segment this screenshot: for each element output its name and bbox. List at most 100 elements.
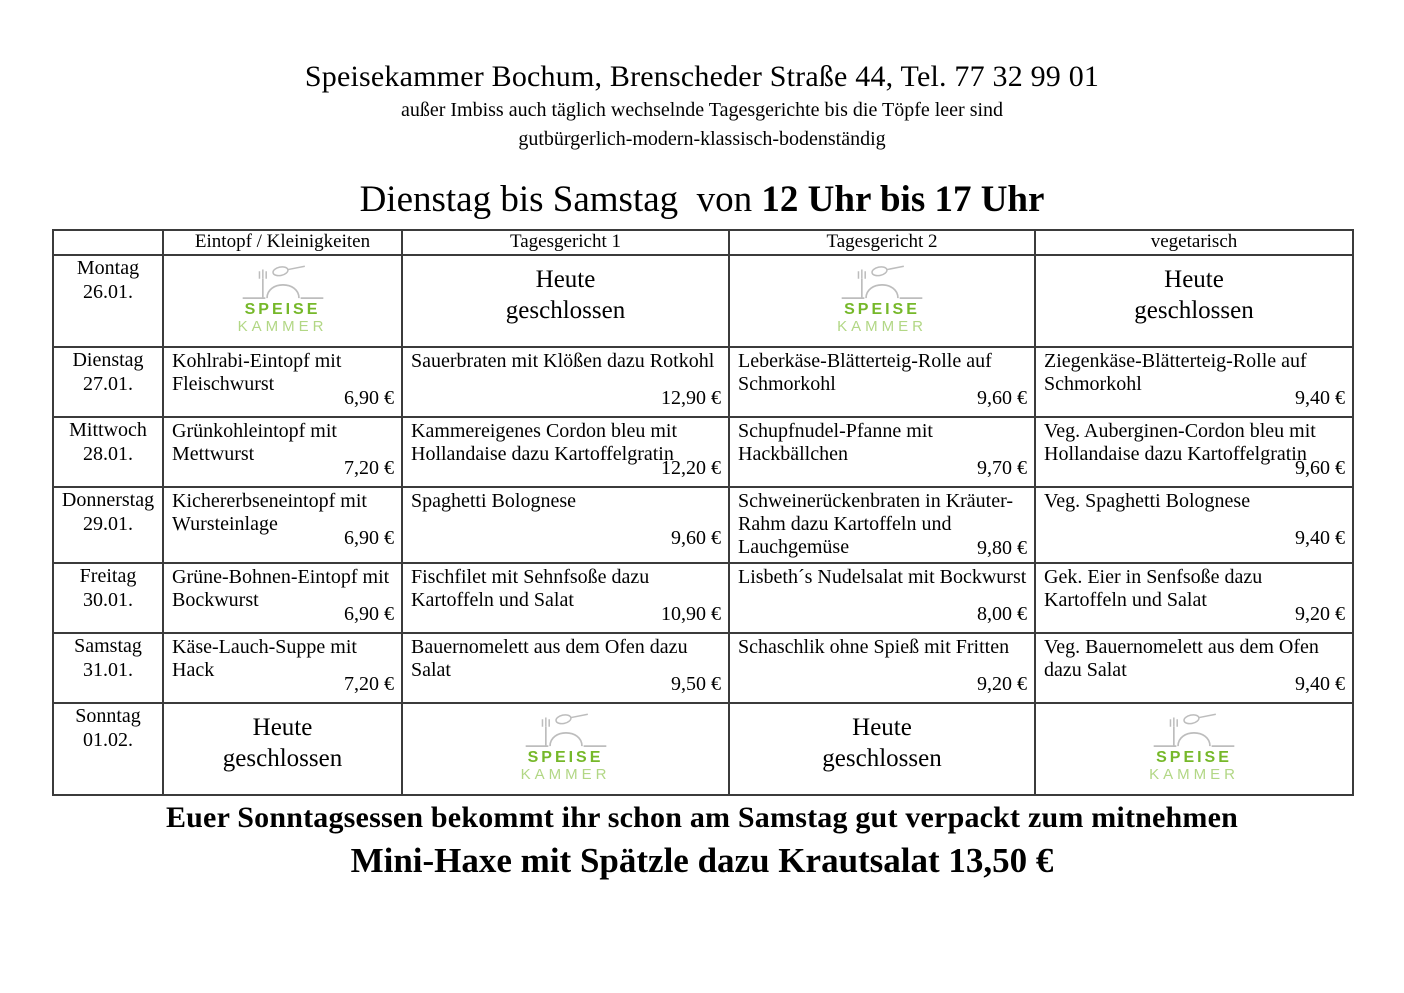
fork-cloche-spoon-icon [1153, 713, 1235, 747]
day-date: 30.01. [83, 589, 133, 611]
column-header-day [52, 229, 164, 256]
day-name: Montag [76, 257, 140, 279]
fork-cloche-spoon-icon [841, 265, 923, 299]
header-subtitle-2: gutbürgerlich-modern-klassisch-bodenstän… [518, 128, 886, 150]
dish-text: Fischfilet mit Sehnfsoße dazu Kartoffeln… [411, 566, 650, 611]
dish-text: Schweinerückenbraten in Kräuter-Rahm daz… [738, 490, 1014, 558]
speisekammer-logo: SPEISE KAMMER [1142, 710, 1246, 782]
logo-cell: SPEISE KAMMER [1034, 702, 1354, 796]
column-header-tagesgericht-1: Tagesgericht 1 [401, 229, 730, 256]
opening-hours-times: 12 Uhr bis 17 Uhr [761, 179, 1045, 220]
dish-text: Bauernomelett aus dem Ofen dazu Salat [411, 636, 688, 681]
dish-cell: Kammereigenes Cordon bleu mit Hollandais… [401, 416, 730, 488]
sunday-dish-offer: Mini-Haxe mit Spätzle dazu Krautsalat 13… [350, 841, 1054, 880]
dish-cell: Lisbeth´s Nudelsalat mit Bockwurst 8,00 € [728, 562, 1036, 634]
menu-row-montag: Montag 26.01. SPEISE KAMMER Heute geschlos… [52, 254, 1354, 348]
speisekammer-logo: SPEISE KAMMER [830, 262, 934, 334]
dish-cell: Leberkäse-Blätterteig-Rolle auf Schmorko… [728, 346, 1036, 418]
header-subtitle-1: außer Imbiss auch täglich wechselnde Tag… [400, 99, 1004, 121]
day-cell: Montag 26.01. [52, 254, 164, 348]
dish-cell: Käse-Lauch-Suppe mit Hack 7,20 € [162, 632, 403, 704]
day-cell: Donnerstag 29.01. [52, 486, 164, 564]
menu-page: Speisekammer Bochum, Brenscheder Straße … [52, 0, 1354, 881]
dish-price: 6,90 € [344, 527, 394, 549]
logo-text-kammer: KAMMER [237, 318, 328, 335]
closed-cell: Heute geschlossen [162, 702, 403, 796]
dish-text: Veg. Bauernomelett aus dem Ofen dazu Sal… [1044, 636, 1319, 681]
dish-text: Grünkohleintopf mit Mettwurst [172, 420, 337, 465]
dish-cell: Veg. Auberginen-Cordon bleu mit Hollanda… [1034, 416, 1354, 488]
logo-cell: SPEISE KAMMER [401, 702, 730, 796]
dish-cell: Kohlrabi-Eintopf mit Fleischwurst 6,90 € [162, 346, 403, 418]
day-cell: Dienstag 27.01. [52, 346, 164, 418]
closed-text: Heute geschlossen [822, 714, 942, 772]
menu-header-row: Eintopf / Kleinigkeiten Tagesgericht 1 T… [52, 229, 1354, 256]
dish-price: 9,60 € [671, 527, 721, 549]
page-footer: Euer Sonntagsessen bekommt ihr schon am … [52, 801, 1352, 881]
closed-text: Heute geschlossen [505, 266, 626, 324]
logo-text-kammer: KAMMER [520, 766, 611, 783]
dish-price: 9,40 € [1295, 527, 1345, 549]
restaurant-title: Speisekammer Bochum, Brenscheder Straße … [304, 60, 1100, 93]
dish-cell: Bauernomelett aus dem Ofen dazu Salat 9,5… [401, 632, 730, 704]
dish-cell: Veg. Spaghetti Bolognese 9,40 € [1034, 486, 1354, 564]
fork-cloche-spoon-icon [525, 713, 606, 747]
logo-cell: SPEISE KAMMER [728, 254, 1036, 348]
logo-text-speise: SPEISE [527, 749, 604, 766]
fork-cloche-spoon-icon [242, 265, 323, 299]
day-date: 31.01. [83, 659, 133, 681]
day-name: Donnerstag [61, 489, 155, 511]
dish-text: Veg. Auberginen-Cordon bleu mit Hollanda… [1044, 420, 1316, 465]
day-cell: Freitag 30.01. [52, 562, 164, 634]
page-header: Speisekammer Bochum, Brenscheder Straße … [52, 0, 1352, 152]
day-name: Dienstag [72, 349, 144, 371]
dish-text: Grüne-Bohnen-Eintopf mit Bockwurst [172, 566, 390, 611]
column-header-vegetarisch: vegetarisch [1034, 229, 1354, 256]
dish-text: Ziegenkäse-Blätterteig-Rolle auf Schmork… [1044, 350, 1307, 395]
logo-text-speise: SPEISE [244, 301, 321, 318]
dish-price: 9,20 € [977, 673, 1027, 695]
menu-row-mittwoch: Mittwoch 28.01. Grünkohleintopf mit Mettwu… [52, 416, 1354, 488]
closed-text: Heute geschlossen [222, 714, 343, 772]
dish-text: Leberkäse-Blätterteig-Rolle auf Schmorko… [738, 350, 992, 395]
logo-text-kammer: KAMMER [1149, 766, 1239, 783]
dish-text: Gek. Eier in Senfsoße dazu Kartoffeln un… [1044, 566, 1263, 611]
day-cell: Samstag 31.01. [52, 632, 164, 704]
menu-row-freitag: Freitag 30.01. Grüne-Bohnen-Eintopf mit Bo… [52, 562, 1354, 634]
dish-price: 12,90 € [661, 387, 721, 409]
dish-price: 6,90 € [344, 387, 394, 409]
dish-price: 6,90 € [344, 603, 394, 625]
dish-price: 9,80 € [977, 537, 1027, 559]
dish-price: 9,60 € [977, 387, 1027, 409]
dish-price: 9,60 € [1295, 457, 1345, 479]
logo-text-kammer: KAMMER [837, 318, 927, 335]
menu-row-dienstag: Dienstag 27.01. Kohlrabi-Eintopf mit Fleis… [52, 346, 1354, 418]
dish-cell: Spaghetti Bolognese 9,60 € [401, 486, 730, 564]
dish-cell: Schupfnudel-Pfanne mit Hackbällchen 9,70 … [728, 416, 1036, 488]
menu-row-donnerstag: Donnerstag 29.01. Kichererbseneintopf mit … [52, 486, 1354, 564]
dish-text: Veg. Spaghetti Bolognese [1044, 490, 1251, 512]
dish-price: 7,20 € [344, 673, 394, 695]
speisekammer-logo: SPEISE KAMMER [231, 262, 335, 334]
dish-cell: Gek. Eier in Senfsoße dazu Kartoffeln un… [1034, 562, 1354, 634]
day-name: Sonntag [75, 705, 141, 727]
closed-text: Heute geschlossen [1134, 266, 1254, 324]
dish-cell: Veg. Bauernomelett aus dem Ofen dazu Sal… [1034, 632, 1354, 704]
day-cell: Mittwoch 28.01. [52, 416, 164, 488]
logo-text-speise: SPEISE [1156, 749, 1232, 766]
dish-price: 8,00 € [977, 603, 1027, 625]
menu-row-samstag: Samstag 31.01. Käse-Lauch-Suppe mit Hack 7,… [52, 632, 1354, 704]
dish-text: Sauerbraten mit Klößen dazu Rotkohl [411, 350, 715, 372]
dish-price: 12,20 € [661, 457, 721, 479]
menu-table-body: Montag 26.01. SPEISE KAMMER Heute geschlos… [52, 254, 1354, 796]
dish-cell: Sauerbraten mit Klößen dazu Rotkohl 12,90… [401, 346, 730, 418]
menu-row-sonntag: Sonntag 01.02. Heute geschlossen SPEISE KAM… [52, 702, 1354, 796]
dish-cell: Ziegenkäse-Blätterteig-Rolle auf Schmork… [1034, 346, 1354, 418]
dish-price: 9,20 € [1295, 603, 1345, 625]
sunday-takeaway-note: Euer Sonntagsessen bekommt ihr schon am … [165, 801, 1239, 834]
day-date: 01.02. [83, 729, 133, 751]
opening-hours: Dienstag bis Samstag von 12 Uhr bis 17 U… [52, 178, 1352, 221]
weekly-menu-table: Eintopf / Kleinigkeiten Tagesgericht 1 T… [52, 229, 1354, 796]
column-header-tagesgericht-2: Tagesgericht 2 [728, 229, 1036, 256]
dish-text: Kammereigenes Cordon bleu mit Hollandais… [411, 420, 678, 465]
